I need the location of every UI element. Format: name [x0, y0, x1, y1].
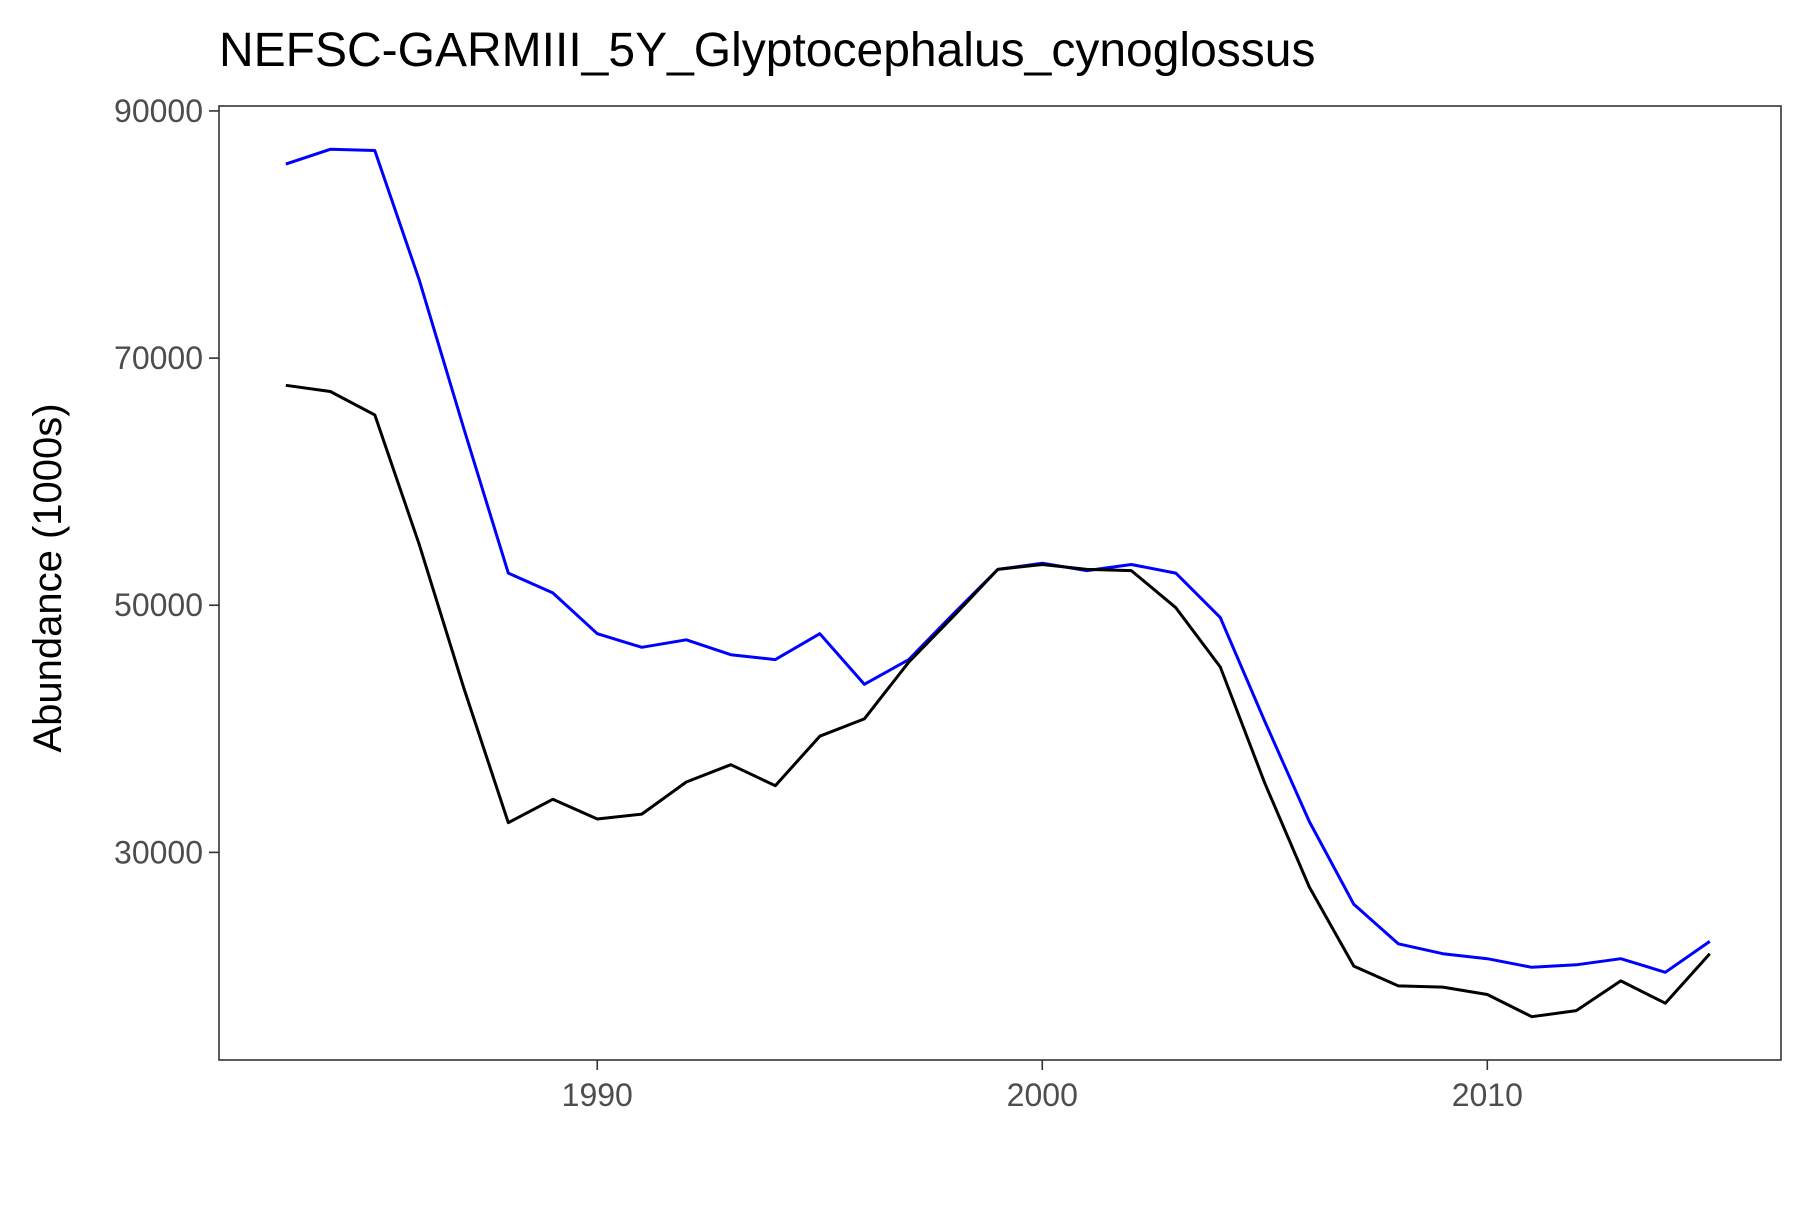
y-axis: 30000 50000 70000 90000	[114, 93, 219, 870]
x-tick-label: 1990	[562, 1077, 633, 1113]
series-line-blue	[285, 147, 1711, 974]
series-line-black	[285, 383, 1711, 1019]
x-axis: 1990 2000 2010	[562, 1060, 1523, 1113]
series-layer	[285, 147, 1711, 1019]
y-tick-label: 30000	[114, 834, 203, 870]
plot-panel	[218, 105, 1782, 1061]
x-tick-label: 2000	[1007, 1077, 1078, 1113]
x-tick-label: 2010	[1452, 1077, 1523, 1113]
y-tick-label: 90000	[114, 93, 203, 129]
y-axis-label: Abundance (1000s)	[26, 403, 70, 752]
chart-title: NEFSC-GARMIII_5Y_Glyptocephalus_cynoglos…	[219, 24, 1315, 77]
y-tick-label: 50000	[114, 587, 203, 623]
y-tick-label: 70000	[114, 340, 203, 376]
